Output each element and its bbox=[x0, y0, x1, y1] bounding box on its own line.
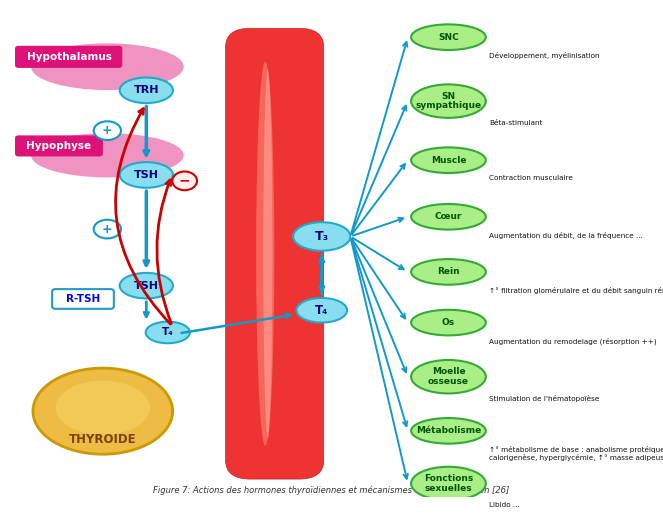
Text: Rein: Rein bbox=[437, 267, 459, 277]
Text: ↑° filtration glomérulaire et du débit sanguin rénal: ↑° filtration glomérulaire et du débit s… bbox=[489, 286, 663, 294]
Ellipse shape bbox=[293, 222, 350, 251]
Text: Muscle: Muscle bbox=[431, 156, 466, 165]
FancyBboxPatch shape bbox=[52, 289, 114, 309]
Ellipse shape bbox=[411, 360, 486, 394]
Ellipse shape bbox=[120, 162, 173, 188]
Ellipse shape bbox=[411, 148, 486, 173]
Text: Cœur: Cœur bbox=[435, 212, 462, 221]
Ellipse shape bbox=[411, 259, 486, 285]
Ellipse shape bbox=[172, 171, 197, 190]
Text: SNC: SNC bbox=[438, 33, 459, 41]
Text: Augmentation du débit, de la fréquence ...: Augmentation du débit, de la fréquence .… bbox=[489, 232, 643, 239]
Ellipse shape bbox=[93, 121, 121, 140]
Text: Hypophyse: Hypophyse bbox=[26, 141, 91, 151]
FancyBboxPatch shape bbox=[16, 47, 121, 67]
Text: Os: Os bbox=[442, 318, 455, 327]
Text: R-TSH: R-TSH bbox=[66, 294, 100, 304]
Ellipse shape bbox=[411, 24, 486, 50]
Text: Stimulation de l'hématopoïèse: Stimulation de l'hématopoïèse bbox=[489, 395, 599, 402]
Ellipse shape bbox=[31, 44, 184, 90]
Ellipse shape bbox=[31, 133, 184, 177]
Ellipse shape bbox=[296, 298, 347, 323]
Ellipse shape bbox=[56, 381, 150, 435]
FancyBboxPatch shape bbox=[16, 136, 102, 156]
Text: Moelle
osseuse: Moelle osseuse bbox=[428, 367, 469, 386]
Text: Fonctions
sexuelles: Fonctions sexuelles bbox=[424, 474, 473, 493]
Ellipse shape bbox=[263, 69, 272, 438]
Text: Métabolisme: Métabolisme bbox=[416, 426, 481, 435]
Ellipse shape bbox=[411, 310, 486, 335]
Text: Hypothalamus: Hypothalamus bbox=[27, 52, 111, 62]
Text: TSH: TSH bbox=[134, 281, 159, 291]
Text: T₃: T₃ bbox=[315, 230, 329, 243]
Text: T₄: T₄ bbox=[315, 304, 328, 317]
Text: Libido ...: Libido ... bbox=[489, 502, 520, 508]
Text: TSH: TSH bbox=[134, 170, 159, 180]
Text: +: + bbox=[102, 223, 113, 236]
Text: Figure 7: Actions des hormones thyroïdiennes et mécanismes de leur régulation [2: Figure 7: Actions des hormones thyroïdie… bbox=[153, 485, 510, 495]
Text: SN
sympathique: SN sympathique bbox=[416, 92, 481, 110]
Text: Contraction musculaire: Contraction musculaire bbox=[489, 175, 573, 181]
Ellipse shape bbox=[411, 418, 486, 443]
Text: +: + bbox=[102, 124, 113, 137]
Text: Béta-stimulant: Béta-stimulant bbox=[489, 120, 542, 126]
Text: −: − bbox=[179, 174, 190, 188]
Ellipse shape bbox=[120, 273, 173, 298]
Ellipse shape bbox=[93, 220, 121, 238]
Ellipse shape bbox=[256, 62, 274, 445]
Ellipse shape bbox=[411, 84, 486, 118]
Text: Augmentation du remodelage (résorption ++): Augmentation du remodelage (résorption +… bbox=[489, 337, 656, 345]
Ellipse shape bbox=[120, 78, 173, 103]
Ellipse shape bbox=[33, 368, 172, 454]
Ellipse shape bbox=[146, 322, 190, 343]
Ellipse shape bbox=[411, 204, 486, 229]
Ellipse shape bbox=[411, 467, 486, 500]
Text: TRH: TRH bbox=[133, 85, 159, 95]
Text: Développement, myélinisation: Développement, myélinisation bbox=[489, 52, 599, 59]
Text: THYROIDE: THYROIDE bbox=[69, 433, 137, 445]
FancyBboxPatch shape bbox=[225, 28, 324, 479]
Text: ↑° métabolisme de base : anabolisme protéique,
calorigenèse, hyperglycémie, ↑° m: ↑° métabolisme de base : anabolisme prot… bbox=[489, 445, 663, 461]
Text: T₄: T₄ bbox=[162, 327, 174, 337]
